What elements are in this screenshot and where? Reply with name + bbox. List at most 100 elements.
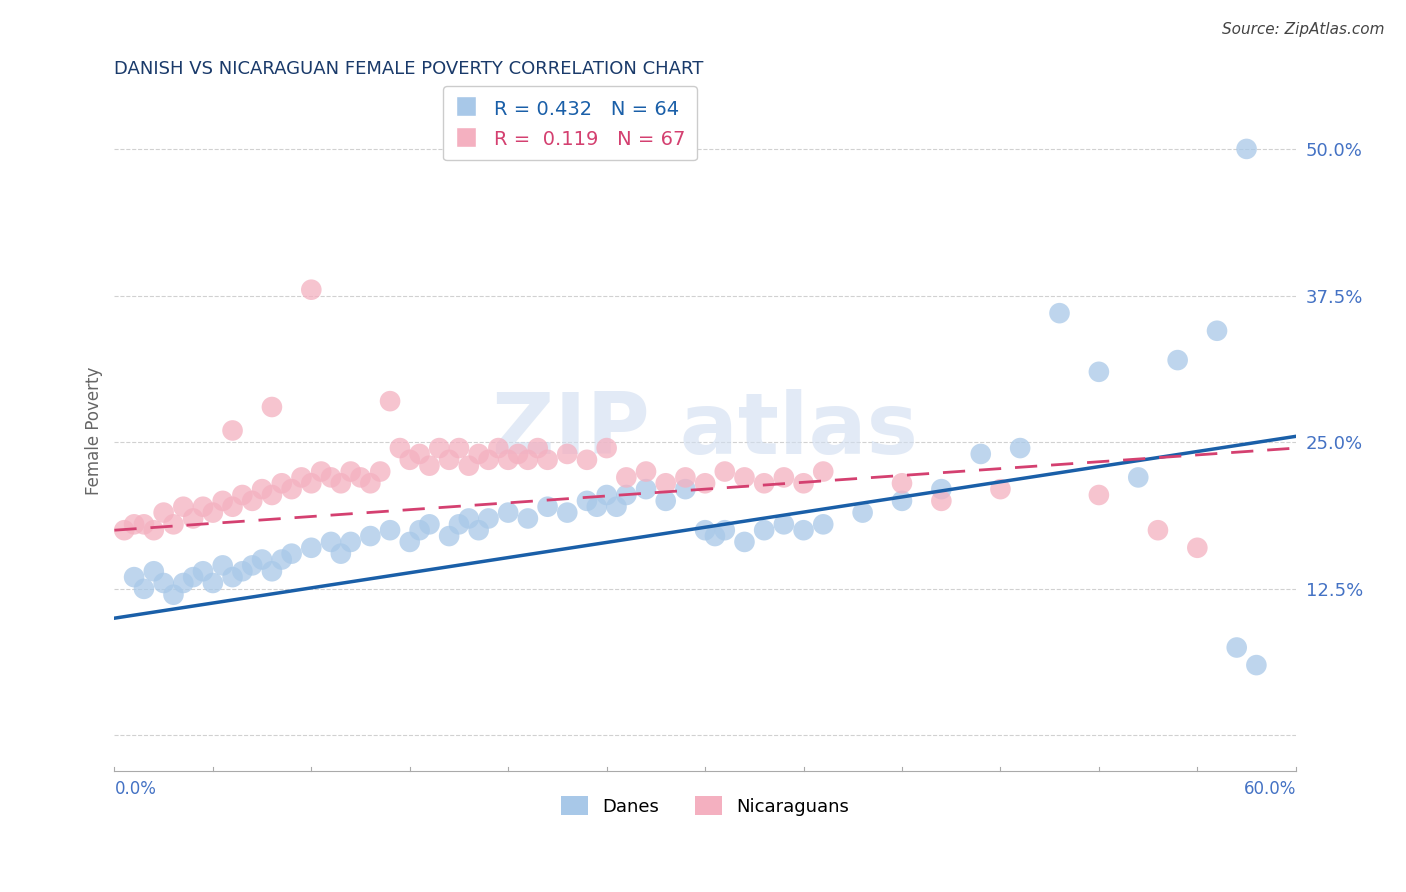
- Point: [457, 511, 479, 525]
- Point: [1206, 324, 1229, 338]
- Point: [250, 552, 273, 566]
- Legend: Danes, Nicaraguans: Danes, Nicaraguans: [554, 789, 856, 823]
- Point: [891, 494, 914, 508]
- Point: [1236, 142, 1258, 156]
- Point: [703, 529, 725, 543]
- Point: [142, 564, 165, 578]
- Point: [496, 506, 519, 520]
- Point: [231, 488, 253, 502]
- Point: [1187, 541, 1209, 555]
- Point: [654, 476, 676, 491]
- Point: [1128, 470, 1150, 484]
- Text: ZIP atlas: ZIP atlas: [492, 389, 918, 472]
- Point: [329, 547, 352, 561]
- Point: [575, 494, 598, 508]
- Point: [467, 523, 489, 537]
- Point: [201, 576, 224, 591]
- Point: [290, 470, 312, 484]
- Point: [555, 506, 578, 520]
- Point: [1246, 658, 1268, 673]
- Point: [852, 506, 875, 520]
- Point: [299, 283, 322, 297]
- Point: [260, 400, 283, 414]
- Point: [418, 458, 440, 473]
- Point: [260, 488, 283, 502]
- Point: [437, 452, 460, 467]
- Text: 0.0%: 0.0%: [114, 780, 156, 798]
- Point: [221, 424, 243, 438]
- Point: [398, 452, 420, 467]
- Point: [309, 465, 332, 479]
- Point: [614, 488, 637, 502]
- Point: [132, 582, 155, 596]
- Point: [496, 452, 519, 467]
- Point: [221, 570, 243, 584]
- Point: [526, 441, 548, 455]
- Point: [398, 535, 420, 549]
- Point: [299, 541, 322, 555]
- Point: [299, 476, 322, 491]
- Point: [595, 488, 617, 502]
- Text: DANISH VS NICARAGUAN FEMALE POVERTY CORRELATION CHART: DANISH VS NICARAGUAN FEMALE POVERTY CORR…: [114, 60, 704, 78]
- Point: [132, 517, 155, 532]
- Point: [1147, 523, 1170, 537]
- Point: [754, 523, 776, 537]
- Point: [231, 564, 253, 578]
- Point: [339, 465, 361, 479]
- Point: [457, 458, 479, 473]
- Point: [1010, 441, 1032, 455]
- Point: [713, 465, 735, 479]
- Point: [773, 470, 796, 484]
- Point: [931, 482, 953, 496]
- Point: [733, 535, 755, 549]
- Point: [1088, 365, 1111, 379]
- Text: 60.0%: 60.0%: [1243, 780, 1296, 798]
- Point: [654, 494, 676, 508]
- Point: [793, 476, 815, 491]
- Point: [211, 494, 233, 508]
- Point: [319, 535, 342, 549]
- Point: [388, 441, 411, 455]
- Text: Source: ZipAtlas.com: Source: ZipAtlas.com: [1222, 22, 1385, 37]
- Point: [693, 523, 716, 537]
- Point: [773, 517, 796, 532]
- Point: [339, 535, 361, 549]
- Point: [467, 447, 489, 461]
- Point: [1049, 306, 1071, 320]
- Point: [516, 452, 538, 467]
- Point: [152, 576, 174, 591]
- Point: [733, 470, 755, 484]
- Point: [931, 494, 953, 508]
- Point: [211, 558, 233, 573]
- Point: [408, 523, 430, 537]
- Point: [673, 470, 696, 484]
- Point: [329, 476, 352, 491]
- Point: [359, 529, 381, 543]
- Point: [240, 494, 263, 508]
- Point: [240, 558, 263, 573]
- Point: [447, 517, 470, 532]
- Point: [536, 452, 558, 467]
- Point: [891, 476, 914, 491]
- Point: [693, 476, 716, 491]
- Point: [1226, 640, 1249, 655]
- Point: [634, 482, 657, 496]
- Point: [191, 564, 214, 578]
- Point: [319, 470, 342, 484]
- Point: [122, 517, 145, 532]
- Point: [280, 547, 302, 561]
- Point: [536, 500, 558, 514]
- Point: [408, 447, 430, 461]
- Point: [152, 506, 174, 520]
- Point: [634, 465, 657, 479]
- Point: [122, 570, 145, 584]
- Point: [181, 511, 204, 525]
- Point: [172, 500, 194, 514]
- Point: [142, 523, 165, 537]
- Point: [260, 564, 283, 578]
- Point: [614, 470, 637, 484]
- Point: [368, 465, 391, 479]
- Point: [191, 500, 214, 514]
- Point: [201, 506, 224, 520]
- Point: [250, 482, 273, 496]
